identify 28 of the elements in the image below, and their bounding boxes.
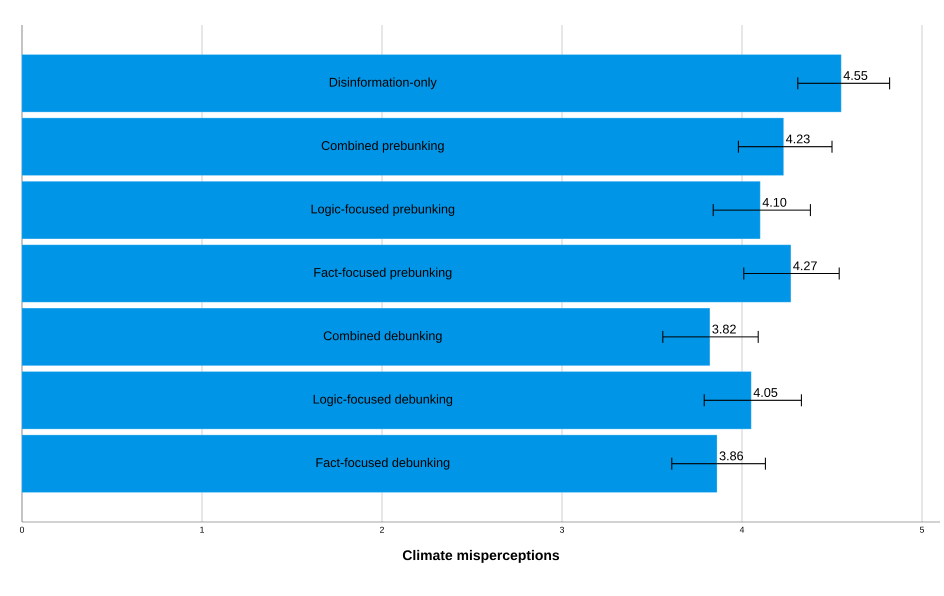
data-label: 4.23 — [786, 134, 810, 144]
y-tick-label: Disinformation-only — [330, 77, 437, 90]
y-tick-label: Fact-focused prebunking — [314, 268, 452, 280]
y-tick-label: Logic-focused prebunking — [312, 204, 454, 216]
data-label: 4.55 — [844, 71, 868, 80]
bar — [22, 308, 710, 366]
data-label: 4.27 — [793, 261, 817, 270]
bar — [22, 118, 784, 176]
bar — [22, 371, 752, 430]
y-tick-label: Combined debunking — [324, 331, 442, 343]
data-label: 4.10 — [762, 198, 786, 207]
y-tick-label: Fact-focused debunking — [316, 458, 450, 470]
bar — [22, 434, 718, 492]
data-label: 3.86 — [720, 451, 744, 460]
x-tick-label: 4 — [740, 526, 744, 533]
x-tick-label: 0 — [20, 526, 24, 533]
x-tick-label: 5 — [920, 526, 924, 533]
x-tick-label: 2 — [380, 526, 384, 533]
x-tick-label: 1 — [200, 526, 204, 533]
y-tick-label: Combined prebunking — [322, 140, 444, 153]
bar — [22, 54, 842, 112]
x-axis-title: Climate misperceptions — [402, 550, 560, 563]
y-tick-label: Logic-focused debunking — [314, 394, 452, 406]
data-label: 3.82 — [712, 324, 736, 334]
x-tick-label: 3 — [560, 526, 564, 533]
data-label: 4.05 — [754, 388, 778, 397]
bar — [22, 181, 760, 239]
bar — [22, 244, 791, 302]
